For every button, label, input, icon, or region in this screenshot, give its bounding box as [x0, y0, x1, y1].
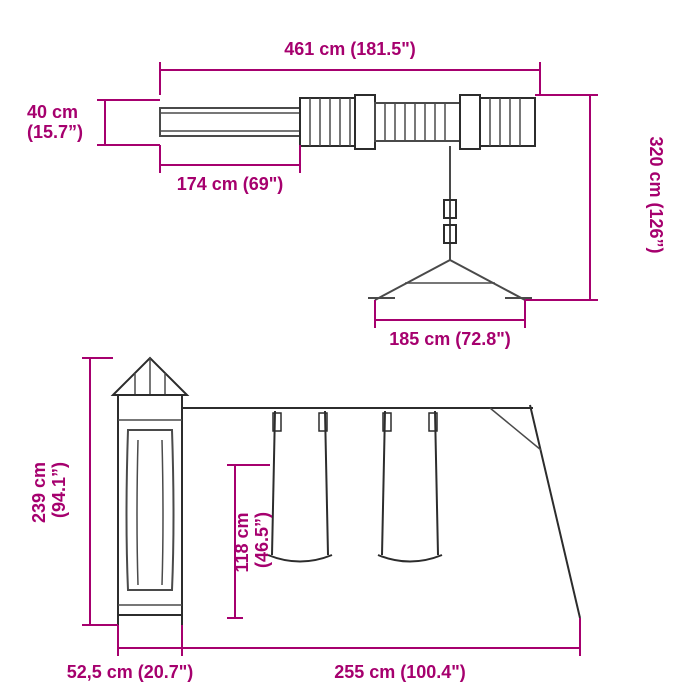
- dim-255: 255 cm (100.4"): [182, 618, 580, 682]
- dim-left-40: 40 cm (15.7”): [27, 100, 160, 145]
- a-frame-top: [368, 260, 532, 300]
- dim-52: 52,5 cm (20.7"): [67, 625, 194, 682]
- svg-text:320 cm (126”): 320 cm (126”): [646, 136, 666, 253]
- svg-text:118 cm (46.5”): 118 cm (46.5”): [232, 507, 272, 572]
- dim-185: 185 cm (72.8"): [375, 300, 525, 349]
- swing-2: [378, 411, 442, 562]
- front-view-structure: [113, 358, 580, 625]
- dim-320: 320 cm (126”): [525, 95, 666, 300]
- top-view-swing-pole: [444, 146, 456, 260]
- svg-text:174 cm (69"): 174 cm (69"): [177, 174, 284, 194]
- dim-239: 239 cm (94.1”): [29, 358, 118, 625]
- dim-118: 118 cm (46.5”): [227, 465, 272, 618]
- svg-text:185 cm (72.8"): 185 cm (72.8"): [389, 329, 511, 349]
- svg-text:255 cm (100.4"): 255 cm (100.4"): [334, 662, 466, 682]
- top-view-structure: [160, 95, 535, 149]
- dim-top-width: 461 cm (181.5"): [160, 39, 540, 95]
- svg-text:461 cm (181.5"): 461 cm (181.5"): [284, 39, 416, 59]
- swing-1: [268, 411, 332, 562]
- svg-text:40 cm (15.7”): 40 cm (15.7”): [27, 102, 83, 142]
- svg-text:52,5 cm (20.7"): 52,5 cm (20.7"): [67, 662, 194, 682]
- svg-text:239 cm (94.1”): 239 cm (94.1”): [29, 457, 69, 523]
- dimension-diagram: 461 cm (181.5") 40 cm (15.7”): [0, 0, 700, 700]
- dim-174: 174 cm (69"): [160, 145, 300, 194]
